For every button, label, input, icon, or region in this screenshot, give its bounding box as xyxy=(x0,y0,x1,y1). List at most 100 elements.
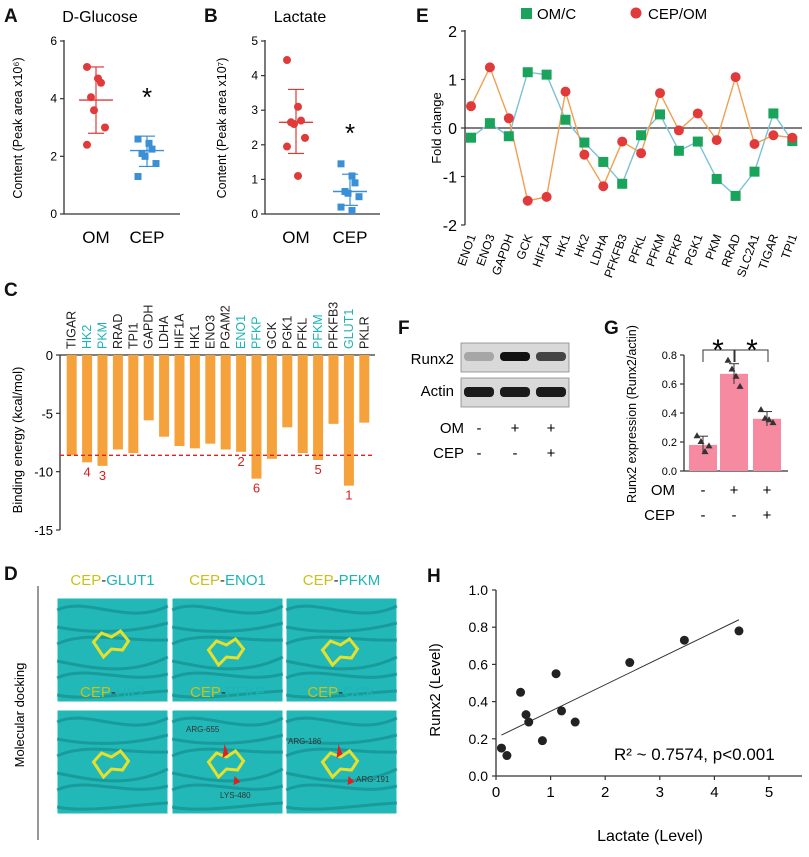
panel-e-point-cepom xyxy=(711,135,722,146)
panel-e-point-cepom xyxy=(484,62,495,73)
panel-c-category-label: ENO3 xyxy=(203,315,217,349)
panel-a-point-om xyxy=(87,93,95,102)
panel-e-point-omc xyxy=(541,69,552,80)
panel-g-point xyxy=(701,448,709,455)
panel-e-ytick-label: 2 xyxy=(448,24,457,41)
panel-g-ytick-label: 0.8 xyxy=(662,350,677,362)
panel-h-point xyxy=(521,710,531,720)
panel-b-point-om xyxy=(290,120,298,129)
protein-ribbon xyxy=(171,689,284,699)
protein-ribbon xyxy=(285,671,398,680)
panel-h-point xyxy=(516,687,526,697)
protein-ribbon xyxy=(171,733,284,745)
residue-highlight xyxy=(222,744,229,758)
panel-g-ytick-label: 0.6 xyxy=(662,379,677,391)
panel-c-rank-label: 2 xyxy=(237,454,244,469)
panel-e-ytick-label: -2 xyxy=(443,218,457,235)
panel-c-category-label: GCK xyxy=(265,321,279,349)
panel-b-ytick-label: 5 xyxy=(251,34,258,48)
blot-sign: + xyxy=(547,445,556,462)
panel-g-point xyxy=(736,382,744,389)
panel-e-point-cepom xyxy=(541,191,552,202)
panel-c-category-label: ENO1 xyxy=(234,315,248,349)
blot-label-actin: Actin xyxy=(421,383,454,400)
panel-a-ytick-label: 0 xyxy=(50,207,57,221)
blot-sign: + xyxy=(511,420,520,437)
panel-e-point-cepom xyxy=(692,108,703,119)
docking-title-hk2: CEP-HK2 xyxy=(80,684,145,701)
panel-c-bar-pgk1 xyxy=(282,355,293,428)
panel-e-point-omc xyxy=(711,173,722,184)
blot-sign: + xyxy=(547,420,556,437)
panel-h-point xyxy=(524,717,534,727)
panel-h-fit-line xyxy=(501,619,740,736)
panel-c-category-label: PFKFB3 xyxy=(327,302,341,349)
panel-c-category-label: GLUT1 xyxy=(342,309,356,349)
legend-cepom-marker xyxy=(630,7,642,19)
panel-b-title: Lactate xyxy=(274,9,327,26)
panel-c-bar-gck xyxy=(266,355,277,459)
protein-ribbon xyxy=(171,801,284,811)
g-sign: - xyxy=(701,482,706,499)
panel-c-ytick-label: -10 xyxy=(34,465,53,480)
panel-a-point-cep xyxy=(134,135,142,143)
protein-ribbon xyxy=(285,716,398,727)
panel-c-category-label: LDHA xyxy=(157,315,171,349)
panel-e-point-cepom xyxy=(522,195,533,206)
g-sign: - xyxy=(701,507,706,524)
panel-e-fold-change: OM/C CEP/OM Fold change 210-1-2 ENO1ENO3… xyxy=(429,6,802,280)
blot-band-actin xyxy=(500,387,530,397)
panel-a-point-cep xyxy=(152,160,160,168)
panel-g-point xyxy=(724,356,732,363)
panel-c-category-label: PGK1 xyxy=(280,316,294,349)
panel-c-category-label: PFKP xyxy=(250,316,264,349)
residue-label: ARG-191 xyxy=(356,775,390,784)
blot-row-label-cep: CEP xyxy=(433,445,464,462)
panel-label-a: A xyxy=(4,6,18,27)
blot-band-runx2 xyxy=(464,352,494,361)
panel-e-point-omc xyxy=(598,156,609,167)
panel-b-point-om xyxy=(297,116,305,125)
panel-e-point-omc xyxy=(617,178,628,189)
sig-star-1: * xyxy=(712,334,724,367)
panel-b-point-cep xyxy=(337,203,345,211)
panel-c-ylabel: Binding energy (kcal/mol) xyxy=(10,367,25,514)
panel-c-bar-glut1 xyxy=(343,355,354,486)
panel-c-rank-label: 6 xyxy=(253,481,260,496)
panel-h-correlation: Runx2 (Level) 0.0 0.2 0.4 0.6 0.8 1.0 0 1 2 3 4 5 R… xyxy=(427,582,802,845)
panel-a-point-cep xyxy=(141,152,149,160)
panel-b-point-cep xyxy=(337,160,345,168)
panel-c-category-label: TPI1 xyxy=(126,323,140,349)
docking-title-eno1: CEP-ENO1 xyxy=(189,572,266,589)
protein-ribbon xyxy=(56,621,169,633)
protein-ribbon xyxy=(285,604,398,615)
docking-title-gck: CEP-GCK xyxy=(307,684,375,701)
panel-e-point-cepom xyxy=(598,181,609,192)
panel-c-category-label: GAPDH xyxy=(142,305,156,349)
panel-e-point-omc xyxy=(579,137,590,148)
g-sign: + xyxy=(730,482,739,499)
panel-g-ytick-label: 0.4 xyxy=(662,408,677,420)
panel-label-c: C xyxy=(4,280,18,301)
panel-e-point-omc xyxy=(560,114,571,125)
protein-ribbon xyxy=(171,767,284,783)
panel-c-bar-hk1 xyxy=(189,355,200,449)
residue-highlight xyxy=(233,776,241,785)
ligand-cep xyxy=(206,748,246,780)
panel-label-f: F xyxy=(398,318,410,339)
panel-h-ytick-label: 0.2 xyxy=(469,731,489,747)
protein-ribbon xyxy=(56,783,169,792)
protein-ribbon xyxy=(285,733,398,745)
panel-g-ytick-label: 0.0 xyxy=(662,466,677,478)
panel-label-h: H xyxy=(427,566,441,587)
panel-c-rank-label: 1 xyxy=(345,488,352,503)
panel-a-xcat-cep: CEP xyxy=(130,228,165,247)
panel-e-series-line-omc xyxy=(470,71,793,197)
panel-c-bar-ldha xyxy=(159,355,170,437)
panel-g-point xyxy=(732,372,740,379)
panel-a-point-cep xyxy=(148,145,156,153)
protein-ribbon xyxy=(56,635,169,646)
panel-c-rank-label: 3 xyxy=(99,468,106,483)
panel-c-bar-hif1a xyxy=(174,355,185,446)
panel-a-xcat-om: OM xyxy=(82,228,109,247)
